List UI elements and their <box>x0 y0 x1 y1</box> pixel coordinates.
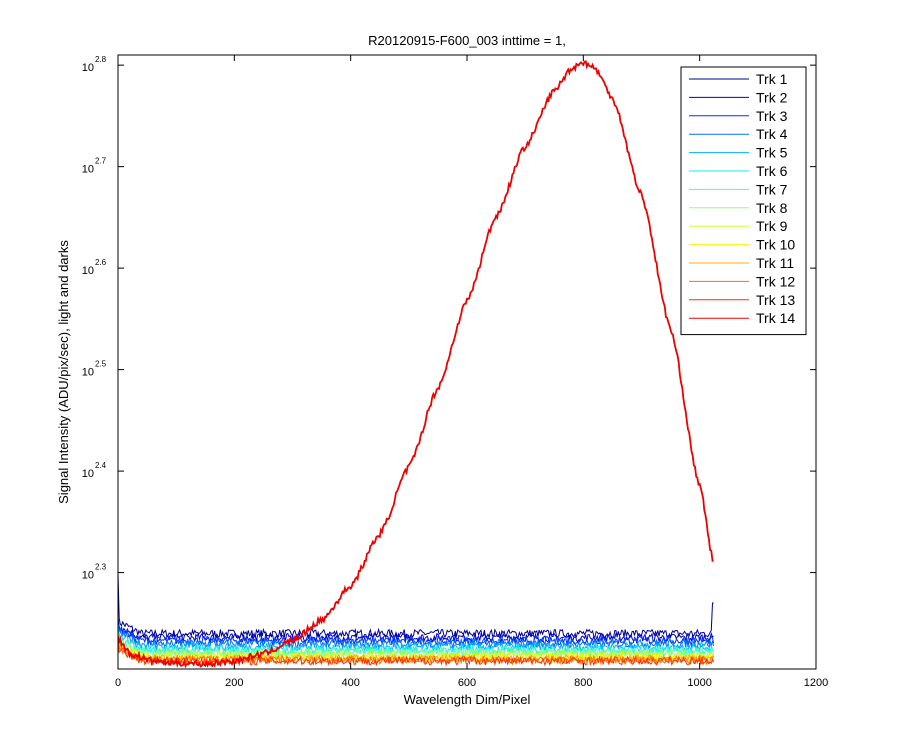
legend-label: Trk 10 <box>756 237 795 253</box>
legend-label: Trk 9 <box>756 218 788 234</box>
legend-label: Trk 13 <box>756 292 795 308</box>
x-axis-label: Wavelength Dim/Pixel <box>404 692 531 707</box>
legend-label: Trk 4 <box>756 126 788 142</box>
y-tick-exponent: 2.4 <box>95 461 107 470</box>
x-tick-label: 200 <box>225 677 243 689</box>
x-tick-label: 1000 <box>687 677 711 689</box>
y-tick-base: 10 <box>82 570 94 582</box>
legend-box <box>680 66 807 336</box>
y-tick-exponent: 2.8 <box>95 55 107 64</box>
legend-label: Trk 7 <box>756 181 788 197</box>
legend: Trk 1 Trk 2 Trk 3 Trk 4 Trk 5 Trk 6 Trk 7 Trk 8… <box>680 66 807 336</box>
series-line-1 <box>118 572 714 640</box>
y-axis-label: Signal Intensity (ADU/pix/sec), light an… <box>56 240 71 504</box>
x-tick-label: 0 <box>115 677 121 689</box>
legend-label: Trk 11 <box>756 255 794 271</box>
y-tick-base: 10 <box>82 468 94 480</box>
legend-label: Trk 2 <box>756 89 788 105</box>
y-tick-base: 10 <box>82 164 94 176</box>
legend-label: Trk 14 <box>756 310 795 326</box>
legend-label: Trk 1 <box>756 71 788 87</box>
series-layer <box>118 60 715 669</box>
chart-title: R20120915-F600_003 inttime = 1, <box>368 33 566 48</box>
series-line-7 <box>118 631 715 658</box>
y-tick-base: 10 <box>82 62 94 74</box>
y-tick-base: 10 <box>82 367 94 379</box>
series-line-14 <box>118 60 714 669</box>
legend-label: Trk 12 <box>756 273 795 289</box>
y-tick-exponent: 2.7 <box>95 157 107 166</box>
y-tick-exponent: 2.5 <box>95 360 107 369</box>
series-line-4 <box>118 623 715 650</box>
x-tick-label: 600 <box>458 677 476 689</box>
y-tick-exponent: 2.3 <box>95 563 107 572</box>
x-tick-label: 800 <box>574 677 592 689</box>
series-line-2 <box>118 617 714 644</box>
series-line-5 <box>118 626 714 653</box>
legend-label: Trk 3 <box>756 108 788 124</box>
legend-label: Trk 6 <box>756 163 788 179</box>
y-tick-exponent: 2.6 <box>95 258 107 267</box>
y-tick-base: 10 <box>82 265 94 277</box>
x-tick-label: 400 <box>341 677 359 689</box>
legend-label: Trk 5 <box>756 145 788 161</box>
legend-label: Trk 8 <box>756 200 788 216</box>
ticks-layer: 0 200 400 600 800 1000 1200102.3102.4102.5102.… <box>82 55 828 689</box>
x-tick-label: 1200 <box>804 677 828 689</box>
